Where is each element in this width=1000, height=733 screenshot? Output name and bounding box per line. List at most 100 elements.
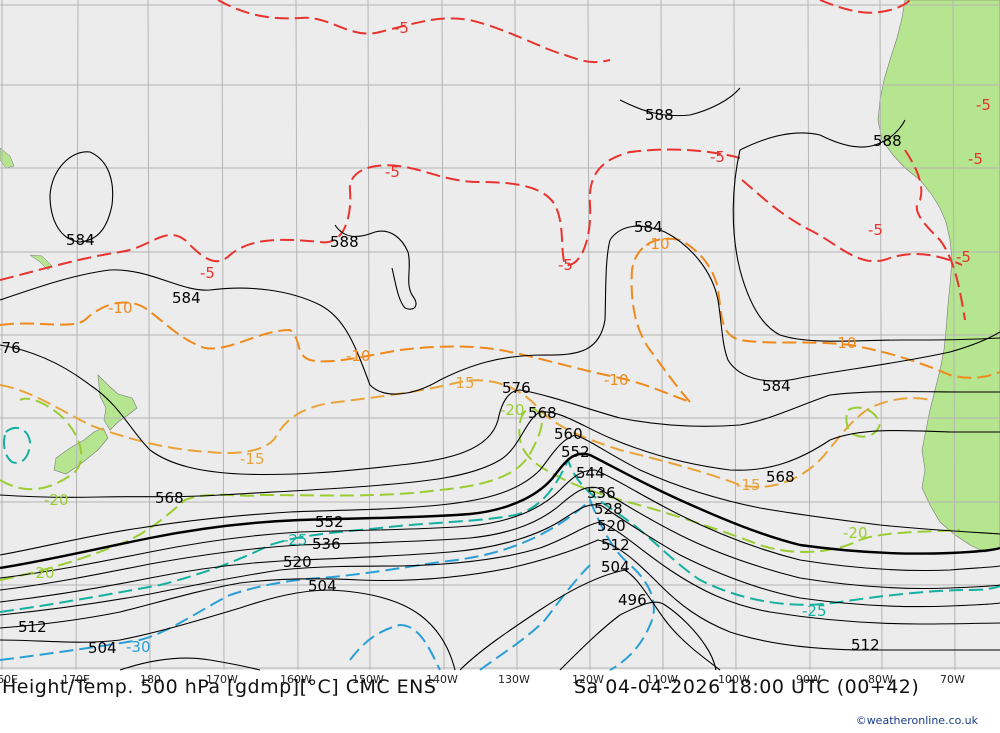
temp-label: -25 [802, 602, 827, 620]
temp-label: -5 [968, 150, 983, 168]
south-america-landmass [877, 0, 1000, 553]
height-label: 528 [594, 500, 623, 518]
height-contour-536 [0, 486, 1000, 591]
isotherm-minus20-loop [845, 406, 882, 438]
temp-contours [0, 0, 1000, 671]
isotherm-minus5-mid [0, 148, 741, 281]
height-contours [0, 87, 1000, 671]
height-contour-544 [0, 469, 1000, 579]
height-contour-528 [0, 504, 1000, 608]
temp-label: -10 [604, 371, 629, 389]
isotherm-minus5-east [741, 179, 963, 266]
temp-label: -5 [394, 19, 409, 37]
temp-label: -30 [126, 638, 151, 656]
temp-label: -15 [240, 450, 265, 468]
height-label: 520 [283, 553, 312, 571]
height-contour-512 [0, 539, 1000, 651]
longitude-label: 150W [352, 673, 384, 686]
height-label: 568 [528, 404, 557, 422]
height-label: 552 [561, 443, 590, 461]
temp-label: -20 [500, 401, 525, 419]
height-label: 588 [873, 132, 902, 150]
temp-label: -10 [645, 235, 670, 253]
temp-label-group: -5 -5 -5 -5 -5 -5 -5 -5 -5 -10 -10 -10 -… [30, 19, 991, 656]
isotherm-minus25-ring [3, 426, 32, 464]
isotherm-minus20-north [0, 397, 83, 491]
longitude-label: 130W [498, 673, 530, 686]
height-contour-568 [0, 411, 1000, 498]
graticule [0, 0, 1000, 671]
height-contour-560 [0, 434, 1000, 556]
temp-label: -15 [736, 476, 761, 494]
temp-label: -5 [956, 248, 971, 266]
height-label: 588 [330, 233, 359, 251]
height-label: 512 [601, 536, 630, 554]
longitude-label: 180 [140, 673, 161, 686]
height-label: 584 [66, 231, 95, 249]
height-label: 552 [315, 513, 344, 531]
height-label: 568 [155, 489, 184, 507]
height-label: 504 [601, 558, 630, 576]
isotherm-minus20-main [0, 406, 961, 581]
isotherm-minus10-west [0, 301, 691, 403]
temp-label: -10 [346, 347, 371, 365]
temp-label: -5 [200, 264, 215, 282]
isotherm-minus5-top-east [819, 0, 911, 14]
temp-label: -20 [30, 564, 55, 582]
temp-label: -10 [832, 334, 857, 352]
footer-background [0, 670, 1000, 733]
height-label: 588 [645, 106, 674, 124]
temp-label: -20 [44, 491, 69, 509]
credit-link[interactable]: ©weatheronline.co.uk [855, 714, 978, 727]
height-contour-584-west [49, 151, 114, 243]
height-label-group: 588 588 588 584 584 584 584 576 576 568 … [0, 106, 902, 657]
height-label: 496 [618, 591, 647, 609]
longitude-label: 110W [646, 673, 678, 686]
height-contour-588-mid [334, 224, 417, 310]
height-label: 544 [576, 464, 605, 482]
height-label: 512 [18, 618, 47, 636]
temp-label: -20 [843, 524, 868, 542]
temp-label: -5 [710, 148, 725, 166]
longitude-label: 170W [206, 673, 238, 686]
isotherm-minus15 [0, 379, 931, 489]
height-contour-584-main [0, 225, 1000, 395]
temp-label: -5 [385, 163, 400, 181]
isotherm-minus30-sw [349, 623, 441, 671]
height-label: 584 [634, 218, 663, 236]
height-label: 512 [851, 636, 880, 654]
height-contour-552 [0, 452, 1000, 570]
height-contour-576 [0, 344, 1000, 476]
height-label: 504 [308, 577, 337, 595]
temp-label: -5 [558, 256, 573, 274]
height-label: 536 [587, 484, 616, 502]
height-label: 536 [312, 535, 341, 553]
map-title: Height/Temp. 500 hPa [gdmp][°C] CMC ENS [2, 676, 437, 698]
longitude-label: 160W [280, 673, 312, 686]
height-contour-504 [0, 569, 721, 671]
longitude-label: 90W [796, 673, 821, 686]
height-label: 584 [762, 377, 791, 395]
isotherm-minus30-s [479, 564, 591, 671]
height-contour-588-east [619, 87, 906, 151]
temp-label: -25 [283, 531, 308, 549]
temp-label: -5 [868, 221, 883, 239]
height-contour-584-east [732, 149, 1000, 342]
longitude-label: 70W [940, 673, 965, 686]
height-label: 576 [502, 379, 531, 397]
height-label: 520 [597, 517, 626, 535]
valid-time: Sa 04-04-2026 18:00 UTC (00+42) [574, 676, 920, 698]
height-label: 504 [88, 639, 117, 657]
isotherm-minus30 [0, 498, 655, 671]
longitude-label: 120W [572, 673, 604, 686]
height-contour-504-sw [119, 657, 261, 671]
height-label: 568 [766, 468, 795, 486]
longitude-label: 170E [62, 673, 90, 686]
longitude-label: 160E [0, 673, 18, 686]
longitude-axis: 160E 170E 180 170W 160W 150W 140W 130W 1… [0, 673, 965, 686]
longitude-label: 100W [718, 673, 750, 686]
temp-label: -5 [976, 96, 991, 114]
height-contour-520 [0, 521, 1000, 625]
isotherm-minus5-andes [904, 149, 966, 321]
height-label: 584 [172, 289, 201, 307]
